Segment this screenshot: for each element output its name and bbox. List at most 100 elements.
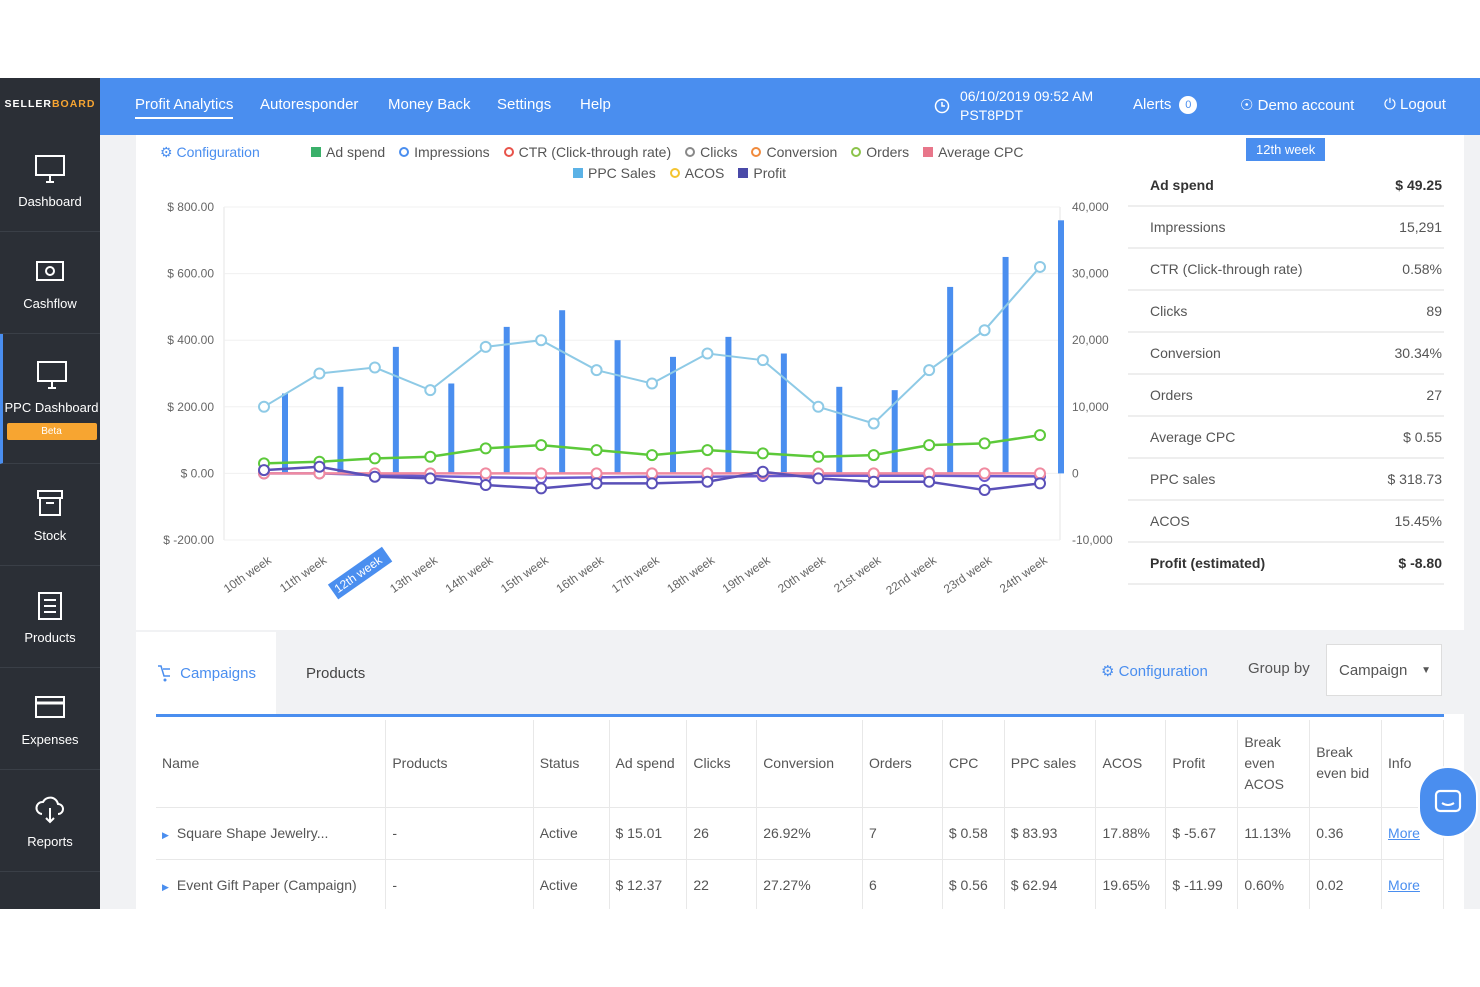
table-configuration-link[interactable]: ⚙ Configuration xyxy=(1101,662,1208,680)
legend-label: PPC Sales xyxy=(588,165,656,181)
sidebar-item-ppc-dashboard[interactable]: PPC Dashboard Beta xyxy=(0,334,100,464)
table-cell: - xyxy=(385,858,534,909)
y-tick-left: $ 200.00 xyxy=(167,400,214,414)
legend-item[interactable]: Impressions xyxy=(399,144,490,160)
stat-row: Impressions 15,291 xyxy=(1128,207,1444,249)
sidebar-item-cashflow[interactable]: Cashflow xyxy=(0,232,100,334)
impressions-bar xyxy=(947,286,954,474)
stat-label: ACOS xyxy=(1150,513,1190,529)
sidebar-item-label: Expenses xyxy=(21,732,79,747)
series-line-ppc-sales xyxy=(263,266,1041,425)
nav-settings[interactable]: Settings xyxy=(497,96,552,113)
expand-arrow-icon[interactable]: ▶ xyxy=(162,882,169,893)
column-header-break-even-acos[interactable]: Break even ACOS xyxy=(1237,720,1311,807)
column-header-conversion[interactable]: Conversion xyxy=(756,720,864,807)
x-tick-label: 13th week xyxy=(387,552,441,595)
column-header-products[interactable]: Products xyxy=(385,720,534,807)
sidebar-item-expenses[interactable]: Expenses xyxy=(0,668,100,770)
stat-row: Profit (estimated) $ -8.80 xyxy=(1128,543,1444,585)
nav-profit-analytics[interactable]: Profit Analytics xyxy=(135,96,234,119)
expand-arrow-icon[interactable]: ▶ xyxy=(162,830,169,840)
x-tick-label: 10th week xyxy=(221,552,275,595)
x-tick-group: 13th week xyxy=(387,552,441,595)
column-header-name[interactable]: Name xyxy=(156,720,387,807)
nav-money-back[interactable]: Money Back xyxy=(388,96,471,113)
tab-campaigns[interactable]: Campaigns xyxy=(136,632,276,714)
alerts-button[interactable]: Alerts 0 xyxy=(1133,96,1198,115)
x-tick-group: 16th week xyxy=(553,552,607,595)
x-tick-group: 14th week xyxy=(443,552,497,595)
data-point-profit xyxy=(701,475,714,488)
legend-item[interactable]: PPC Sales xyxy=(573,165,656,181)
impressions-bar xyxy=(1058,220,1064,474)
table-cell: $ -11.99 xyxy=(1165,858,1239,909)
table-header-row: Name Products Status Ad spend Clicks Conversi… xyxy=(156,720,1444,807)
stat-value: $ -8.80 xyxy=(1398,555,1442,571)
data-point-ppc-sales xyxy=(535,334,548,347)
sidebar-item-products[interactable]: Products xyxy=(0,566,100,668)
column-header-cpc[interactable]: CPC xyxy=(942,720,1005,807)
table-cell: $ 15.01 xyxy=(609,806,688,859)
nav-help[interactable]: Help xyxy=(580,96,611,113)
chart-configuration-link[interactable]: ⚙ Configuration xyxy=(160,144,260,161)
column-header-orders[interactable]: Orders xyxy=(862,720,943,807)
legend-label: ACOS xyxy=(684,165,725,181)
data-point-ppc-sales xyxy=(646,377,658,390)
y-tick-left: $ -200.00 xyxy=(163,533,214,547)
table-row[interactable]: ▶ Square Shape Jewelry... - Active $ 15.01 26… xyxy=(156,806,1444,859)
alerts-count-badge: 0 xyxy=(1179,96,1198,115)
cash-icon xyxy=(36,261,64,281)
campaign-name[interactable]: Square Shape Jewelry... xyxy=(176,825,329,841)
stat-label: PPC sales xyxy=(1150,471,1216,487)
more-link[interactable]: More xyxy=(1388,877,1420,894)
x-tick-group: 22nd week xyxy=(883,552,939,597)
legend-item[interactable]: Average CPC xyxy=(923,144,1023,160)
table-cell[interactable]: More xyxy=(1381,858,1444,909)
column-header-clicks[interactable]: Clicks xyxy=(686,720,758,807)
sidebar-item-stock[interactable]: Stock xyxy=(0,464,100,566)
column-header-ad-spend[interactable]: Ad spend xyxy=(609,720,688,807)
chart-card: ⚙ Configuration Ad spend Impressions CTR (… xyxy=(136,135,1464,630)
data-point-profit xyxy=(756,465,769,478)
legend-item[interactable]: Profit xyxy=(738,165,786,181)
stat-row: Ad spend $ 49.25 xyxy=(1128,165,1444,207)
ppc-chart[interactable]: $ 800.00 40,000 $ 600.00 30,000 $ 400.00 20,0… xyxy=(136,160,1126,630)
stat-row: ACOS 15.45% xyxy=(1128,501,1444,543)
column-header-status[interactable]: Status xyxy=(533,720,610,807)
table-cell: - xyxy=(385,806,534,859)
column-header-acos[interactable]: ACOS xyxy=(1095,720,1167,807)
nav-autoresponder[interactable]: Autoresponder xyxy=(260,96,359,113)
tab-products[interactable]: Products xyxy=(276,632,381,714)
stat-label: Profit (estimated) xyxy=(1150,555,1266,571)
chart-configuration-label: Configuration xyxy=(176,144,260,160)
legend-item[interactable]: ACOS xyxy=(669,165,725,181)
legend-item[interactable]: Ad spend xyxy=(311,144,385,160)
stat-label: Orders xyxy=(1150,387,1193,403)
clipboard-icon xyxy=(38,592,62,620)
column-header-ppc-sales[interactable]: PPC sales xyxy=(1004,720,1097,807)
y-tick-right: 20,000 xyxy=(1072,333,1109,347)
column-header-profit[interactable]: Profit xyxy=(1165,720,1239,807)
sidebar-item-reports[interactable]: Reports xyxy=(0,770,100,872)
group-by-select[interactable]: Campaign ▼ xyxy=(1326,644,1442,696)
table-row[interactable]: ▶ Event Gift Paper (Campaign) - Active $ 12.… xyxy=(156,858,1444,909)
table-cell: 26.92% xyxy=(756,806,864,859)
demo-account-button[interactable]: ☉ Demo account xyxy=(1240,96,1354,114)
chat-button[interactable] xyxy=(1418,766,1478,838)
data-point-orders xyxy=(701,444,714,457)
more-link[interactable]: More xyxy=(1388,825,1420,841)
impressions-bar xyxy=(337,386,344,474)
logout-button[interactable]: ⏻ Logout xyxy=(1384,96,1446,113)
table-cell: 17.88% xyxy=(1095,806,1167,859)
legend-item[interactable]: CTR (Click-through rate) xyxy=(503,144,671,160)
legend-item[interactable]: Conversion xyxy=(751,144,837,160)
data-point-orders xyxy=(923,439,936,452)
logo[interactable]: SELLER BOARD xyxy=(0,78,100,130)
campaign-name[interactable]: Event Gift Paper (Campaign) xyxy=(176,877,357,894)
sidebar-item-dashboard[interactable]: Dashboard xyxy=(0,130,100,232)
table-cell: 19.65% xyxy=(1095,858,1167,909)
column-header-break-even-bid[interactable]: Break even bid xyxy=(1309,720,1383,807)
logout-label: Logout xyxy=(1400,96,1446,113)
legend-item[interactable]: Orders xyxy=(851,144,909,160)
legend-item[interactable]: Clicks xyxy=(685,144,737,160)
